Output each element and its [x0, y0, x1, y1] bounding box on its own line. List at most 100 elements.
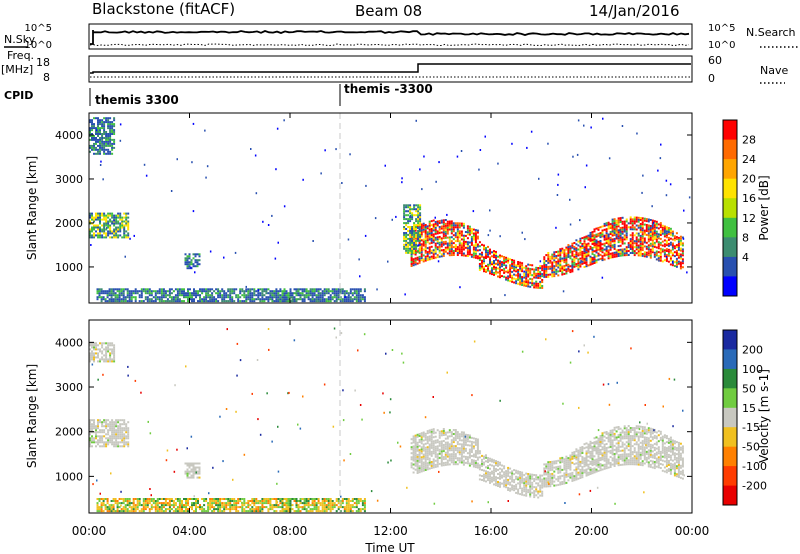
- data-cell: [474, 460, 477, 462]
- data-cell: [89, 150, 91, 153]
- data-cell: [313, 504, 316, 507]
- data-cell: [103, 224, 106, 227]
- data-cell: [407, 226, 410, 228]
- data-cell: [673, 239, 676, 242]
- data-cell: [273, 498, 276, 500]
- data-cell: [493, 264, 495, 266]
- data-cell: [649, 250, 652, 253]
- data-cell: [466, 460, 469, 463]
- data-cell: [217, 502, 220, 505]
- data-cell: [456, 236, 459, 239]
- data-cell: [101, 125, 104, 128]
- data-cell: [422, 230, 425, 233]
- data-cell: [633, 240, 636, 243]
- speckle-cell: [234, 251, 237, 254]
- data-cell: [419, 224, 422, 227]
- data-cell: [203, 510, 206, 513]
- data-cell: [93, 144, 95, 147]
- data-cell: [207, 300, 210, 303]
- data-cell: [515, 491, 518, 494]
- data-cell: [109, 133, 112, 135]
- data-cell: [309, 508, 312, 511]
- data-cell: [416, 472, 419, 474]
- data-cell: [422, 461, 425, 464]
- data-cell: [438, 462, 441, 465]
- data-cell: [442, 221, 445, 224]
- data-cell: [339, 506, 342, 509]
- data-cell: [474, 464, 477, 466]
- data-cell: [414, 454, 417, 457]
- data-cell: [472, 256, 475, 259]
- speckle-cell: [437, 260, 440, 263]
- data-cell: [198, 470, 201, 473]
- data-cell: [192, 470, 195, 473]
- data-cell: [158, 298, 161, 301]
- data-cell: [625, 250, 628, 253]
- data-cell: [679, 261, 682, 264]
- data-cell: [533, 270, 536, 273]
- data-cell: [203, 288, 206, 291]
- speckle-cell: [133, 234, 135, 237]
- data-cell: [185, 508, 187, 511]
- data-cell: [117, 431, 120, 434]
- data-cell: [589, 261, 592, 264]
- data-cell: [410, 452, 413, 455]
- data-cell: [197, 294, 199, 297]
- data-cell: [452, 250, 455, 252]
- data-cell: [417, 210, 420, 213]
- data-cell: [123, 224, 126, 227]
- data-cell: [156, 508, 159, 511]
- data-cell: [464, 455, 467, 458]
- speckle-cell: [401, 177, 403, 180]
- data-cell: [261, 300, 264, 303]
- data-cell: [442, 456, 445, 459]
- data-cell: [361, 508, 364, 511]
- data-cell: [551, 257, 554, 260]
- data-cell: [97, 148, 99, 151]
- data-cell: [339, 504, 342, 507]
- data-cell: [615, 253, 618, 256]
- data-cell: [119, 435, 122, 438]
- data-cell: [603, 222, 606, 225]
- data-cell: [456, 254, 459, 256]
- data-cell: [299, 288, 302, 291]
- data-cell: [430, 245, 433, 248]
- data-cell: [440, 221, 443, 224]
- data-cell: [478, 268, 481, 271]
- data-cell: [470, 228, 473, 231]
- data-cell: [255, 506, 258, 509]
- data-cell: [430, 257, 433, 260]
- data-cell: [257, 294, 260, 297]
- data-cell: [663, 235, 666, 238]
- data-cell: [405, 224, 408, 227]
- data-cell: [621, 230, 624, 233]
- data-cell: [231, 292, 234, 295]
- data-cell: [476, 440, 479, 443]
- data-cell: [553, 261, 556, 264]
- data-cell: [483, 463, 485, 466]
- data-cell: [128, 506, 131, 509]
- data-cell: [675, 263, 678, 266]
- data-cell: [499, 475, 501, 478]
- data-cell: [411, 233, 414, 236]
- data-cell: [567, 248, 570, 250]
- data-cell: [357, 502, 360, 505]
- data-cell: [655, 230, 658, 233]
- data-cell: [136, 500, 139, 502]
- data-cell: [511, 470, 514, 473]
- data-cell: [448, 429, 451, 432]
- data-cell: [323, 298, 326, 301]
- data-cell: [156, 298, 159, 301]
- data-cell: [109, 423, 112, 426]
- data-cell: [422, 453, 425, 456]
- data-cell: [285, 296, 288, 299]
- data-cell: [201, 498, 204, 500]
- data-cell: [440, 245, 443, 248]
- data-cell: [283, 290, 286, 293]
- data-cell: [613, 245, 616, 248]
- data-cell: [667, 242, 670, 245]
- data-cell: [583, 246, 586, 249]
- data-cell: [478, 255, 481, 258]
- data-cell: [483, 262, 485, 265]
- data-cell: [285, 504, 288, 507]
